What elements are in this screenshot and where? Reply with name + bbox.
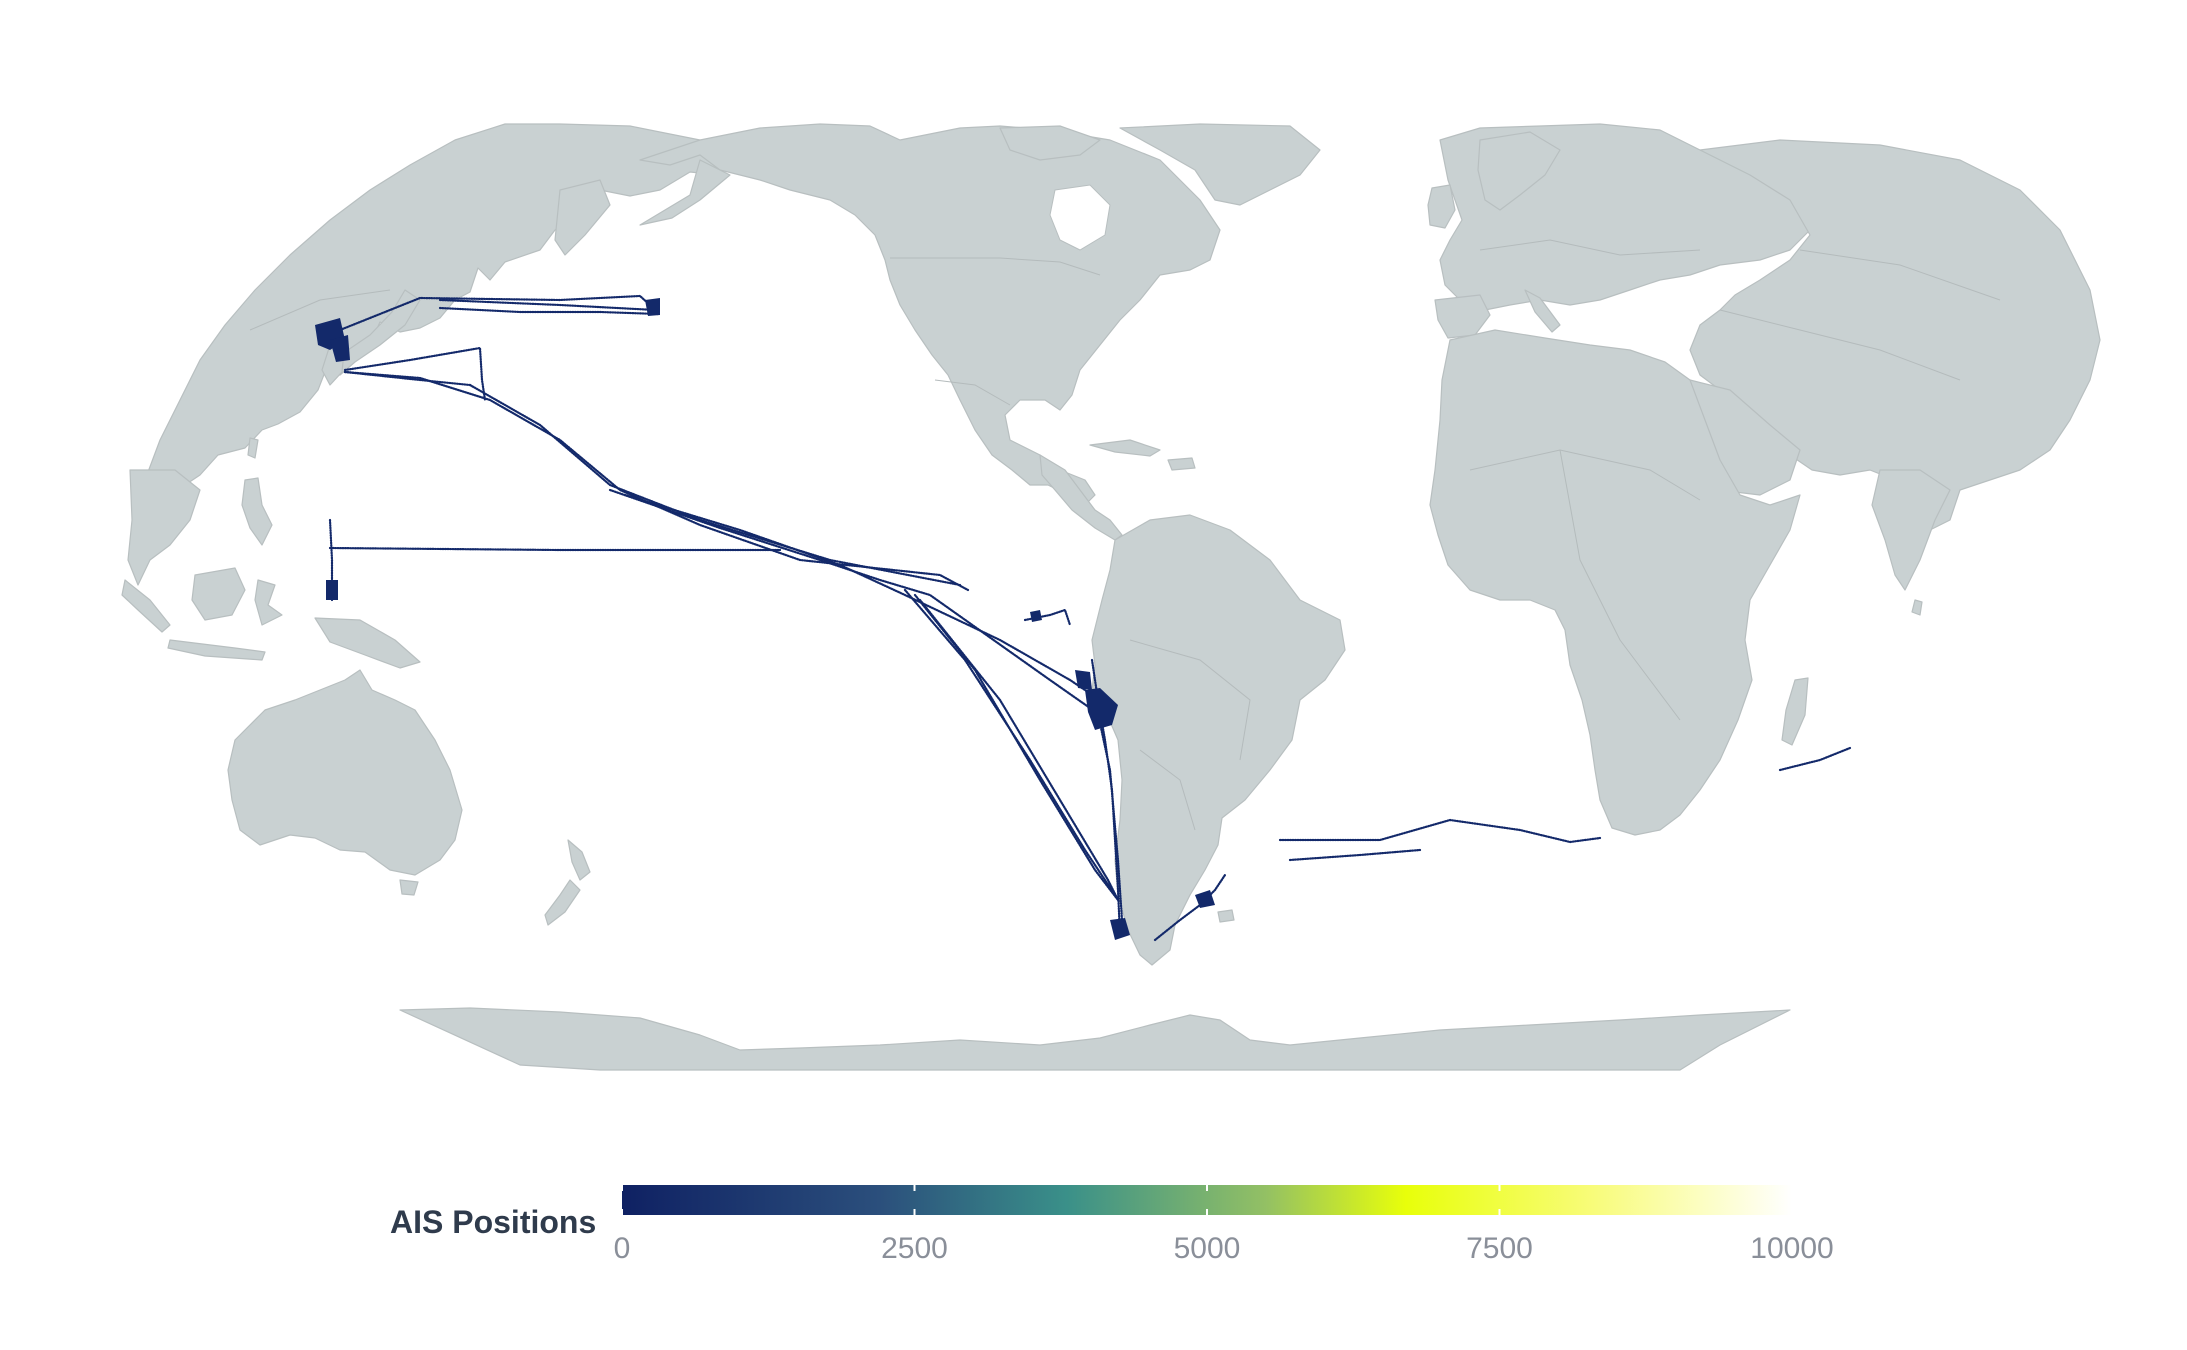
ais-track	[438, 306, 660, 316]
land-arctic-islands	[999, 125, 1101, 161]
land-cuba	[1089, 439, 1161, 457]
border-south-america-2	[1139, 749, 1196, 831]
land-sumatra	[121, 579, 171, 633]
land-layer	[121, 123, 2101, 1071]
land-south-america	[1091, 514, 1346, 966]
land-italy	[1524, 289, 1561, 333]
land-sri-lanka	[1911, 599, 1923, 616]
cluster-peru-2	[1075, 670, 1092, 690]
land-falklands	[1217, 909, 1235, 923]
legend-tick-label: 0	[614, 1232, 631, 1265]
cluster-chile-south	[1110, 918, 1130, 940]
ais-track	[918, 598, 1120, 902]
ais-track	[343, 346, 487, 402]
hudson-bay	[1049, 184, 1111, 251]
border-layer	[249, 239, 2001, 831]
ais-track	[1288, 848, 1422, 862]
ais-track	[623, 493, 1102, 702]
ais-track	[1278, 818, 1602, 844]
ais-track	[338, 294, 652, 332]
land-central-america	[1039, 454, 1123, 541]
ais-track	[1093, 698, 1124, 922]
land-kamchatka	[554, 179, 611, 256]
ais-track	[608, 488, 1092, 710]
legend-ticks: 0 2500 5000 7500 10000	[614, 1185, 1834, 1265]
legend: AIS Positions 0 2500 5000 7500 10000	[390, 1185, 1834, 1265]
land-new-zealand-south	[544, 879, 581, 926]
border-europe-1	[1479, 239, 1701, 256]
ais-track	[438, 298, 657, 312]
ais-track	[903, 588, 1117, 897]
cluster-peru	[1085, 688, 1118, 730]
ais-tracks-layer	[328, 294, 1852, 942]
land-java	[167, 639, 266, 661]
border-africa-1	[1469, 449, 1701, 501]
land-borneo	[191, 567, 246, 621]
border-asia-1	[1719, 309, 1961, 381]
legend-tick-label: 7500	[1466, 1232, 1533, 1265]
border-russia-china	[249, 289, 391, 331]
land-greenland	[1119, 123, 1321, 206]
border-africa-2	[1559, 449, 1681, 721]
land-antarctica	[399, 1007, 1791, 1071]
legend-tick-label: 2500	[881, 1232, 948, 1265]
cluster-galapagos	[1030, 610, 1042, 622]
land-indochina	[127, 469, 201, 586]
ais-track	[468, 383, 962, 587]
land-hispaniola	[1167, 457, 1196, 471]
land-philippines	[241, 477, 273, 546]
cluster-pacific-east	[645, 298, 660, 316]
land-india	[1871, 469, 1951, 591]
legend-tick-label: 10000	[1750, 1232, 1833, 1265]
land-sulawesi	[254, 579, 283, 626]
land-africa	[1429, 329, 1801, 836]
legend-tick-label: 5000	[1174, 1232, 1241, 1265]
land-east-asia	[129, 123, 741, 576]
land-alaska-peninsula	[639, 159, 731, 226]
land-new-guinea	[314, 617, 421, 669]
legend-title: AIS Positions	[390, 1204, 596, 1240]
ais-clusters-layer	[315, 298, 1215, 940]
land-britain	[1427, 184, 1456, 229]
ais-track	[343, 370, 970, 592]
land-iberia	[1434, 294, 1491, 339]
land-madagascar	[1781, 677, 1809, 746]
land-taiwan	[247, 437, 259, 459]
border-asia-2	[1799, 249, 2001, 301]
border-us-mexico	[934, 379, 1011, 406]
cluster-argentina	[1195, 890, 1215, 908]
land-new-zealand-north	[567, 839, 591, 881]
ais-track	[1778, 746, 1852, 772]
land-australia	[227, 669, 463, 876]
land-central-asia	[1689, 139, 2101, 531]
ais-track	[328, 546, 782, 552]
land-scandinavia	[1477, 131, 1561, 211]
cluster-korea	[330, 335, 350, 362]
border-us-canada	[890, 257, 1101, 276]
land-tasmania	[399, 879, 419, 896]
cluster-new-guinea	[326, 580, 338, 600]
border-south-america-1	[1129, 639, 1251, 761]
